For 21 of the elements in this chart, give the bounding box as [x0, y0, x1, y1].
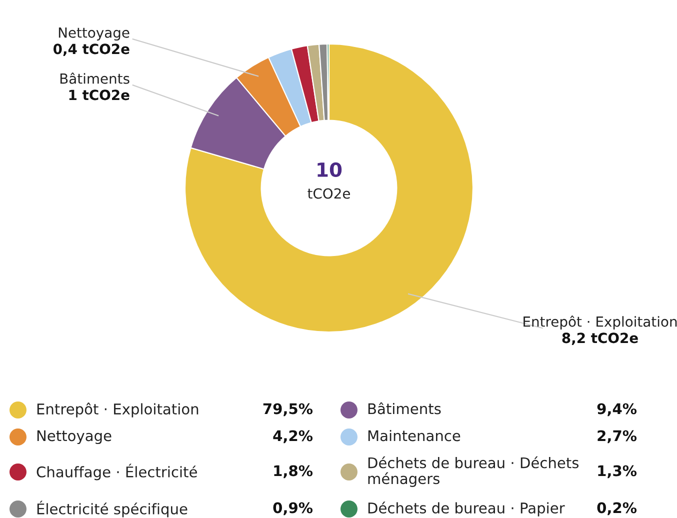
- data-label: 1,3%: [598, 465, 637, 478]
- text: Bâtiments 1 tCO2e: [60, 72, 130, 100]
- data-label: 0,2%: [597, 502, 637, 516]
- data-label: 9,4%: [597, 403, 637, 416]
- legend-label: Maintenance: [368, 430, 460, 442]
- text: Entrepôt · Exploitation 8,2 tCO2e: [524, 316, 677, 345]
- text: 10: [318, 162, 342, 178]
- data-label: 2,7%: [598, 430, 637, 444]
- legend-label: Chauffage · Électricité: [36, 464, 197, 480]
- legend-label: Entrepôt · Exploitation: [37, 402, 198, 418]
- legend-label: Déchets de bureau · Déchets ménagers: [368, 456, 579, 487]
- data-label: 1,8%: [274, 465, 313, 478]
- data-label: 4,2%: [273, 430, 313, 444]
- data-label: 79,5%: [263, 403, 313, 416]
- legend-label: Nettoyage: [37, 430, 112, 444]
- text: Nettoyage 0,4 tCO2e: [54, 28, 130, 56]
- data-label: 0,9%: [273, 502, 313, 516]
- legend-label: Électricité spécifique: [37, 500, 188, 518]
- legend-label: Déchets de bureau · Papier: [368, 502, 565, 516]
- text: tCO2e: [308, 188, 350, 199]
- legend-label: Bâtiments: [368, 402, 441, 414]
